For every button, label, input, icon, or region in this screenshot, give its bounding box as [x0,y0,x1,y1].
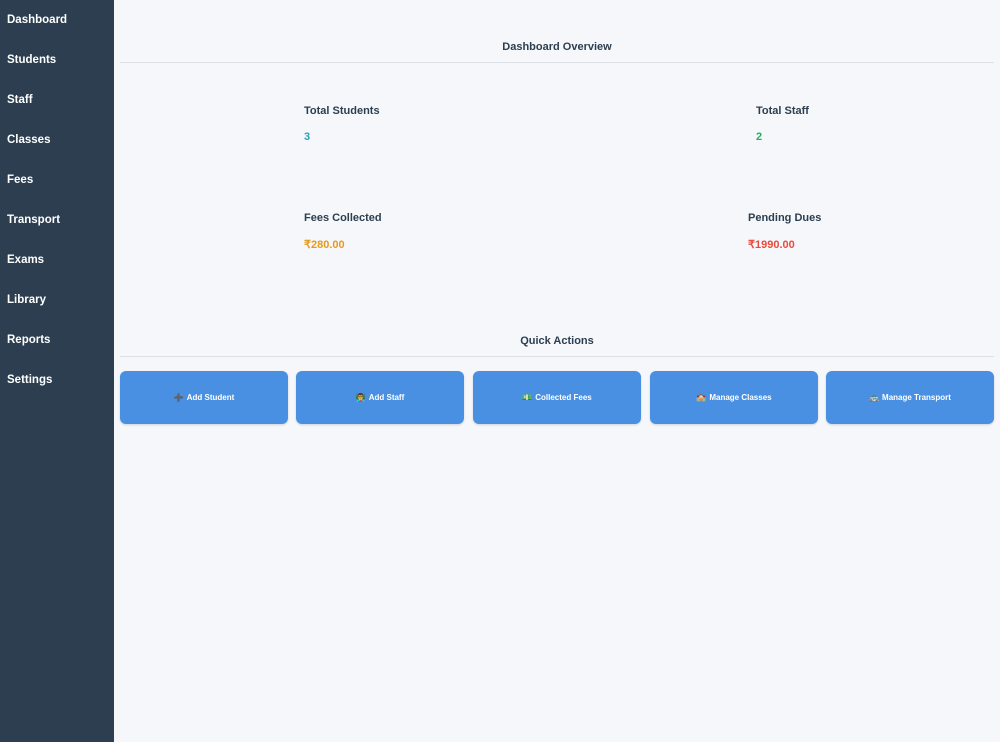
stat-value: ₹280.00 [304,239,345,251]
plus-icon: ➕ [173,393,184,402]
sidebar-item-transport[interactable]: Transport [7,214,61,226]
stat-total-students: Total Students 3 [304,105,380,143]
stat-label: Pending Dues [748,212,822,224]
school-icon: 🏫 [696,393,707,402]
stat-label: Fees Collected [304,212,382,224]
button-label: Collected Fees [535,393,592,402]
stat-value: 3 [304,131,311,143]
stat-pending-dues: Pending Dues ₹1990.00 [748,212,821,251]
stat-label: Total Staff [756,105,809,117]
stat-value: 2 [756,131,763,143]
quick-actions-title: Quick Actions [520,335,594,347]
add-student-button[interactable]: ➕ Add Student [120,371,288,424]
divider [120,62,994,63]
button-label: Manage Classes [709,393,772,402]
manage-classes-button[interactable]: 🏫 Manage Classes [650,371,818,424]
bus-icon: 🚌 [869,393,880,402]
sidebar-item-classes[interactable]: Classes [7,134,51,146]
sidebar-item-settings[interactable]: Settings [7,374,53,386]
button-label: Manage Transport [882,393,951,402]
stat-value: ₹1990.00 [748,239,795,251]
collected-fees-button[interactable]: 💵 Collected Fees [473,371,641,424]
sidebar-item-reports[interactable]: Reports [7,334,51,346]
add-staff-button[interactable]: 👨‍🏫 Add Staff [296,371,464,424]
sidebar-item-dashboard[interactable]: Dashboard [7,14,68,26]
divider [120,356,994,357]
staff-person-icon: 👨‍🏫 [355,393,366,402]
stat-total-staff: Total Staff 2 [756,105,809,143]
sidebar-item-staff[interactable]: Staff [7,94,33,106]
sidebar-item-exams[interactable]: Exams [7,254,45,266]
stat-label: Total Students [304,105,380,117]
manage-transport-button[interactable]: 🚌 Manage Transport [826,371,994,424]
page-title: Dashboard Overview [502,41,612,53]
main-content: Dashboard Overview Total Students 3 Tota… [114,0,1000,742]
button-label: Add Staff [368,393,405,402]
sidebar-item-fees[interactable]: Fees [7,174,34,186]
sidebar-item-library[interactable]: Library [7,294,46,306]
sidebar-item-students[interactable]: Students [7,54,57,66]
money-icon: 💵 [522,393,533,402]
sidebar: Dashboard Students Staff Classes Fees Tr… [0,0,114,742]
button-label: Add Student [186,393,235,402]
stat-fees-collected: Fees Collected ₹280.00 [304,212,382,251]
